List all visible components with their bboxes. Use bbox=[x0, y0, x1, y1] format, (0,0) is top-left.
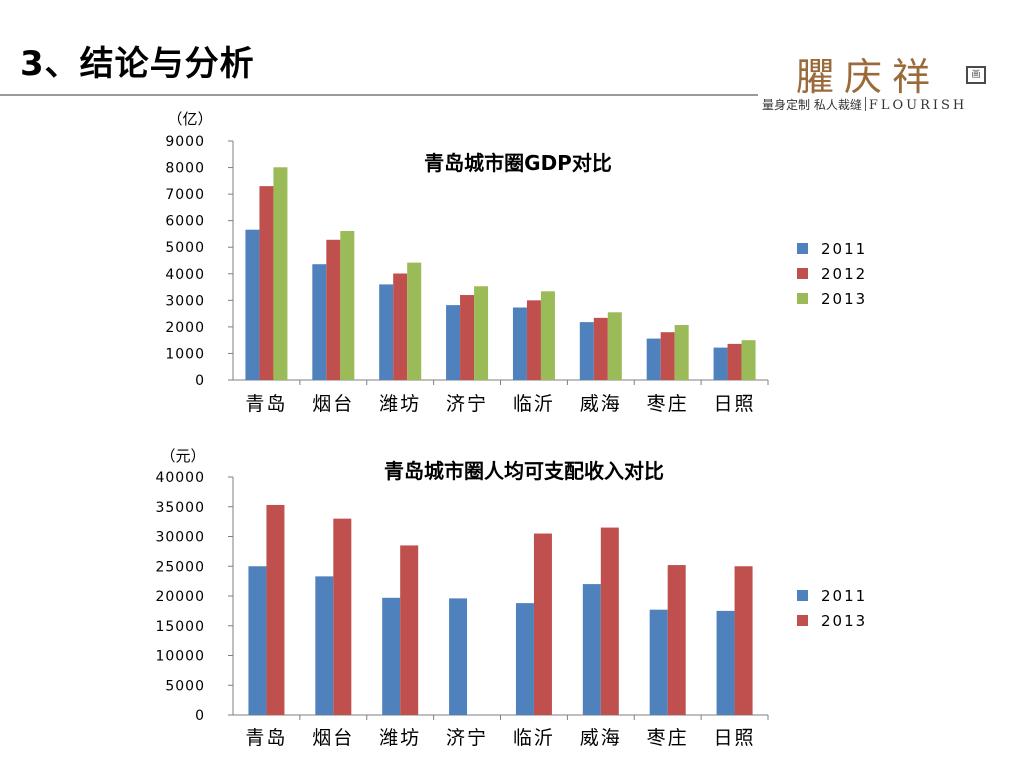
legend-label-2012: 2012 bbox=[821, 265, 867, 283]
bar-2013-济宁 bbox=[474, 286, 489, 380]
x-category-label: 枣庄 bbox=[647, 727, 689, 749]
legend-swatch-2012 bbox=[797, 268, 808, 279]
bar-2011-临沂 bbox=[512, 307, 527, 380]
y-tick-label: 0 bbox=[195, 373, 205, 389]
bar-2011-潍坊 bbox=[379, 284, 394, 380]
logo-brand-en: FLOURISH bbox=[868, 98, 968, 113]
legend-label-2013: 2013 bbox=[821, 612, 867, 630]
bar-2013-烟台 bbox=[333, 518, 352, 715]
bar-2011-枣庄 bbox=[649, 609, 668, 715]
y-tick-label: 20000 bbox=[155, 589, 205, 605]
bar-2013-临沂 bbox=[533, 533, 552, 715]
logo-tagline: 量身定制 私人裁缝 FLOURISH bbox=[762, 96, 967, 113]
x-category-label: 青岛 bbox=[245, 393, 287, 415]
x-category-label: 临沂 bbox=[513, 393, 555, 415]
y-tick-label: 8000 bbox=[165, 161, 205, 177]
bar-2013-临沂 bbox=[540, 291, 555, 380]
bar-2011-烟台 bbox=[315, 576, 334, 715]
y-tick-label: 2000 bbox=[165, 320, 205, 336]
legend-label-2013: 2013 bbox=[821, 290, 867, 308]
bar-2013-日照 bbox=[741, 340, 756, 380]
brand-logo: 臞庆祥 画 量身定制 私人裁缝 FLOURISH bbox=[760, 40, 1010, 120]
y-tick-label: 3000 bbox=[165, 293, 205, 309]
bar-2013-潍坊 bbox=[400, 545, 419, 715]
bar-2012-烟台 bbox=[326, 239, 341, 380]
bar-2013-枣庄 bbox=[667, 565, 686, 715]
bar-2011-枣庄 bbox=[646, 338, 661, 380]
x-category-label: 威海 bbox=[580, 727, 622, 749]
x-category-label: 日照 bbox=[714, 727, 756, 749]
y-tick-label: 9000 bbox=[165, 134, 205, 150]
bar-2013-威海 bbox=[607, 312, 622, 380]
bar-2013-枣庄 bbox=[674, 325, 689, 380]
x-category-label: 济宁 bbox=[446, 727, 488, 749]
bar-2013-潍坊 bbox=[407, 262, 422, 380]
legend-label-2011: 2011 bbox=[821, 587, 867, 605]
y-tick-label: 6000 bbox=[165, 214, 205, 230]
bar-2011-日照 bbox=[716, 610, 735, 715]
page-title: 3、结论与分析 bbox=[20, 44, 255, 84]
x-category-label: 烟台 bbox=[312, 727, 354, 749]
bar-2012-威海 bbox=[593, 317, 608, 380]
logo-tagline-cn: 量身定制 私人裁缝 bbox=[762, 98, 862, 112]
logo-seal-icon: 画 bbox=[966, 66, 986, 84]
bar-2012-青岛 bbox=[259, 186, 274, 380]
y-tick-label: 35000 bbox=[155, 500, 205, 516]
gdp-chart: 青岛城市圈GDP对比 （亿） 0 1000 2000 3000 4000 5000 6000 70… bbox=[165, 110, 867, 415]
y-unit-label: （亿） bbox=[167, 110, 212, 128]
income-chart: 青岛城市圈人均可支配收入对比 （元） 0 5000 10000 15000 20000 250… bbox=[155, 447, 867, 749]
bar-2012-临沂 bbox=[526, 300, 541, 380]
y-tick-label: 15000 bbox=[155, 619, 205, 635]
y-tick-label: 25000 bbox=[155, 559, 205, 575]
x-category-label: 枣庄 bbox=[647, 393, 689, 415]
bar-2013-威海 bbox=[600, 527, 619, 715]
y-unit-label: （元） bbox=[160, 447, 205, 465]
bar-2011-济宁 bbox=[449, 598, 468, 715]
x-category-label: 潍坊 bbox=[379, 727, 421, 749]
bar-2012-潍坊 bbox=[393, 273, 408, 380]
y-tick-label: 30000 bbox=[155, 530, 205, 546]
bar-2011-青岛 bbox=[245, 229, 260, 380]
bar-2012-济宁 bbox=[460, 295, 475, 380]
bar-2012-日照 bbox=[727, 343, 742, 380]
x-category-label: 济宁 bbox=[446, 393, 488, 415]
legend-label-2011: 2011 bbox=[821, 240, 867, 258]
logo-tagline-separator bbox=[864, 97, 866, 111]
y-tick-label: 40000 bbox=[155, 470, 205, 486]
bar-2011-青岛 bbox=[248, 566, 267, 715]
y-tick-label: 5000 bbox=[165, 240, 205, 256]
bar-2013-烟台 bbox=[340, 231, 355, 380]
legend-swatch-2013 bbox=[797, 293, 808, 304]
bar-2011-济宁 bbox=[446, 305, 461, 380]
chart-title: 青岛城市圈人均可支配收入对比 bbox=[384, 459, 664, 483]
y-tick-label: 5000 bbox=[165, 678, 205, 694]
legend-swatch-2011 bbox=[797, 590, 808, 601]
chart-title: 青岛城市圈GDP对比 bbox=[424, 151, 612, 175]
logo-name: 臞庆祥 bbox=[796, 55, 941, 99]
bar-2013-日照 bbox=[734, 566, 753, 715]
bar-2011-潍坊 bbox=[382, 597, 401, 715]
legend-swatch-2013 bbox=[797, 615, 808, 626]
y-tick-label: 7000 bbox=[165, 187, 205, 203]
y-tick-label: 1000 bbox=[165, 346, 205, 362]
bar-2011-临沂 bbox=[515, 603, 534, 715]
bar-2011-威海 bbox=[579, 322, 594, 380]
bar-2012-枣庄 bbox=[660, 332, 675, 380]
bar-2011-威海 bbox=[582, 584, 601, 715]
bar-2011-烟台 bbox=[312, 264, 327, 380]
x-category-label: 潍坊 bbox=[379, 393, 421, 415]
x-category-label: 日照 bbox=[714, 393, 756, 415]
x-category-label: 烟台 bbox=[312, 393, 354, 415]
x-category-label: 威海 bbox=[580, 393, 622, 415]
bar-2013-青岛 bbox=[266, 504, 285, 715]
x-category-label: 青岛 bbox=[245, 727, 287, 749]
title-divider bbox=[0, 94, 758, 96]
x-category-label: 临沂 bbox=[513, 727, 555, 749]
bar-2013-青岛 bbox=[273, 167, 288, 380]
bar-2011-日照 bbox=[713, 347, 728, 380]
y-tick-label: 0 bbox=[195, 708, 205, 724]
legend-swatch-2011 bbox=[797, 243, 808, 254]
y-tick-label: 10000 bbox=[155, 649, 205, 665]
y-tick-label: 4000 bbox=[165, 267, 205, 283]
